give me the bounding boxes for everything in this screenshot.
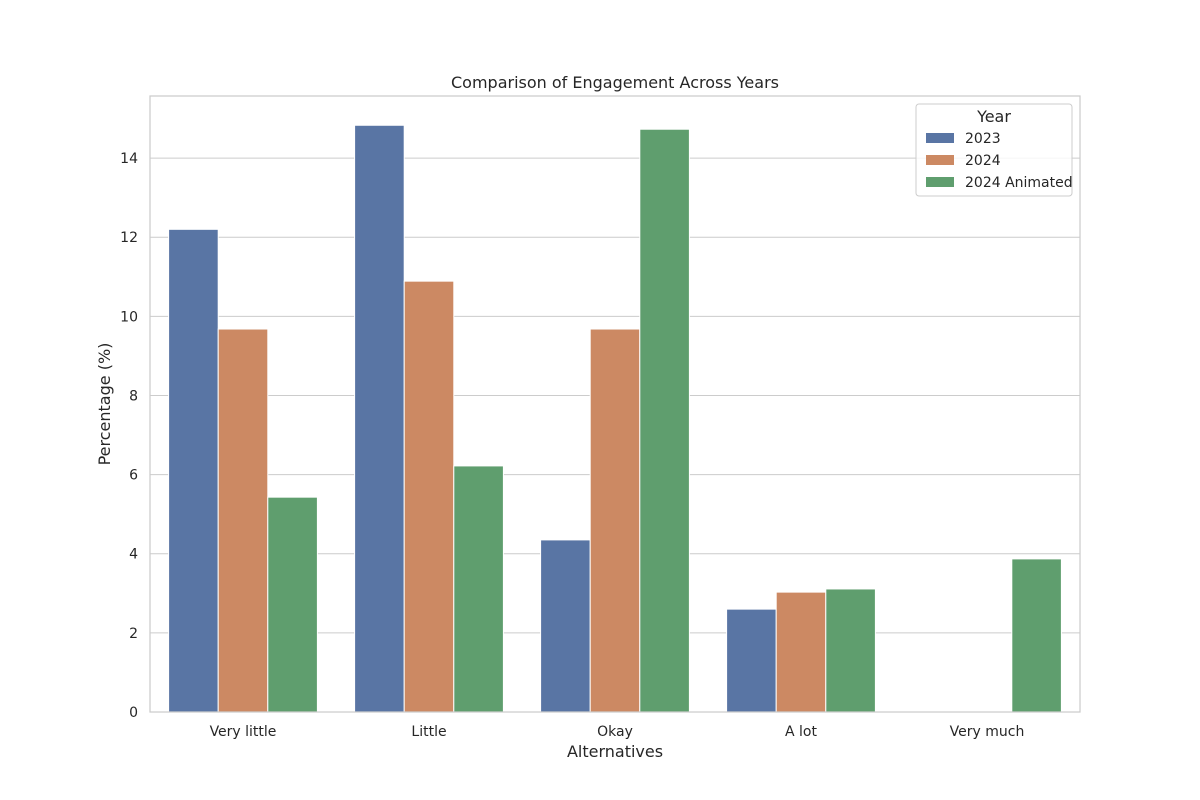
legend-frame [915,103,1073,197]
chart-title: Comparison of Engagement Across Years [451,73,779,92]
bar-2024-animated-very-little [267,496,318,713]
legend-label: 2024 Animated [965,175,1073,191]
y-tick-label: 6 [129,468,138,484]
bar-2024-animated-little [453,465,504,713]
bar-2024-very-little [217,328,269,713]
x-tick-label: Very much [950,724,1025,740]
legend-swatch [926,177,954,187]
x-tick-label: A lot [785,724,817,740]
y-tick-label: 14 [120,151,138,167]
x-tick-label: Very little [210,724,277,740]
legend-entries: 2023 2024 2024 Animated [926,131,1073,191]
bar-2024-a-lot [775,591,827,713]
bars [168,124,1062,713]
y-tick-labels: 0 2 4 6 8 10 12 14 [120,151,138,721]
y-tick-label: 10 [120,309,138,325]
legend: Year 2023 2024 2024 Animated [915,103,1073,197]
bar-2024-little [403,280,455,713]
bar-2024-animated-very-much [1011,558,1062,713]
bar-2023-very-little [168,228,219,713]
bar-2023-a-lot [726,608,777,713]
legend-label: 2023 [965,131,1001,147]
legend-swatch [926,155,954,165]
bar-2024-okay [589,328,641,713]
bar-2023-little [354,124,405,713]
x-axis-label: Alternatives [567,742,663,761]
y-tick-label: 2 [129,626,138,642]
x-tick-label: Little [411,724,446,740]
y-tick-label: 0 [129,705,138,721]
legend-title: Year [976,107,1011,126]
legend-label: 2024 [965,153,1001,169]
y-axis-label: Percentage (%) [95,343,114,466]
x-tick-labels: Very little Little Okay A lot Very much [210,724,1025,740]
plot-frame [149,95,1081,713]
legend-swatch [926,133,954,143]
bar-2024-animated-a-lot [825,588,876,713]
y-tick-label: 4 [129,547,138,563]
bar-2023-okay [540,539,591,713]
x-tick-label: Okay [597,724,633,740]
bar-2024-animated-okay [639,128,690,713]
y-tick-label: 8 [129,388,138,404]
y-tick-label: 12 [120,230,138,246]
